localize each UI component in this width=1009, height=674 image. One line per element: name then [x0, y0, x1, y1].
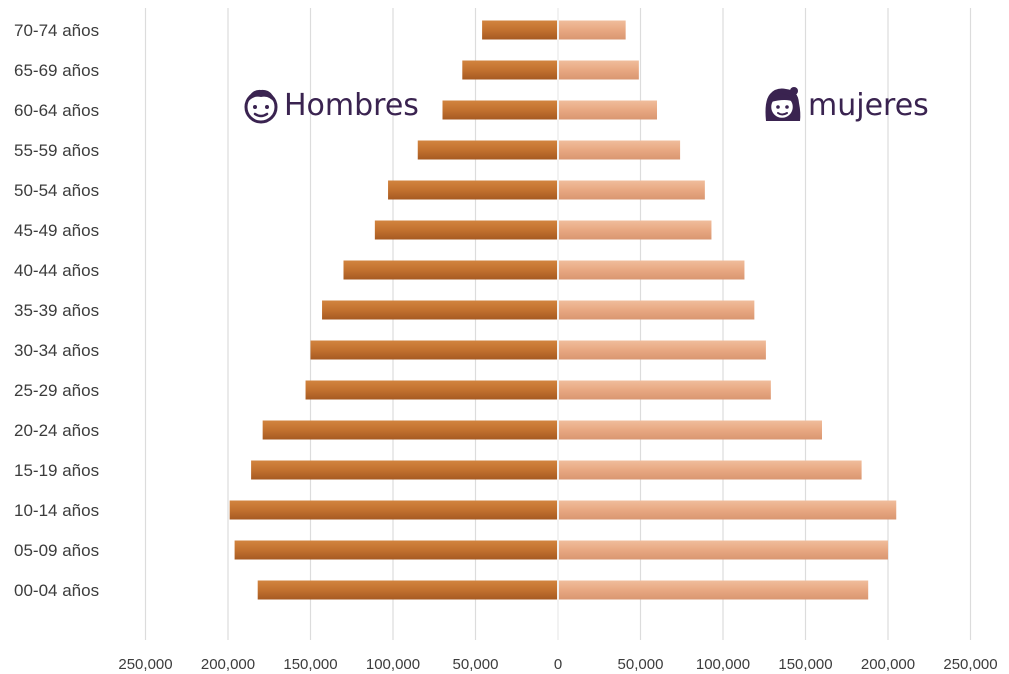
bar-mujeres	[559, 300, 755, 320]
bar-mujeres	[559, 20, 626, 40]
bar-mujeres	[559, 60, 639, 80]
bar-hombres	[442, 100, 557, 120]
category-label: 25-29 años	[14, 381, 99, 400]
bar-mujeres	[559, 100, 657, 120]
bar-hombres	[482, 20, 557, 40]
bar-hombres	[251, 460, 557, 480]
bar-hombres	[310, 340, 557, 360]
girl-face-icon	[765, 87, 801, 121]
category-label: 60-64 años	[14, 101, 99, 120]
x-tick-label: 50,000	[453, 656, 499, 673]
x-tick-label: 250,000	[943, 656, 997, 673]
bar-mujeres	[559, 260, 745, 280]
x-tick-label: 100,000	[366, 656, 420, 673]
bar-mujeres	[559, 460, 862, 480]
category-label: 30-34 años	[14, 341, 99, 360]
x-tick-label: 50,000	[618, 656, 664, 673]
legend-men: Hombres	[242, 85, 419, 125]
x-tick-label: 0	[554, 656, 562, 673]
category-label: 70-74 años	[14, 21, 99, 40]
bar-hombres	[262, 420, 557, 440]
x-tick-label: 100,000	[696, 656, 750, 673]
x-tick-label: 150,000	[283, 656, 337, 673]
bar-hombres	[417, 140, 557, 160]
bar-mujeres	[559, 220, 712, 240]
legend-women-label: mujeres	[808, 87, 929, 123]
bar-mujeres	[559, 180, 705, 200]
category-label: 45-49 años	[14, 221, 99, 240]
bar-mujeres	[559, 580, 869, 600]
bar-hombres	[374, 220, 557, 240]
bar-mujeres	[559, 380, 771, 400]
bar-mujeres	[559, 540, 888, 560]
bar-hombres	[322, 300, 557, 320]
bar-hombres	[234, 540, 557, 560]
category-label: 05-09 años	[14, 541, 99, 560]
legend-men-label: Hombres	[284, 87, 419, 123]
category-label: 65-69 años	[14, 61, 99, 80]
category-label: 35-39 años	[14, 301, 99, 320]
bar-hombres	[343, 260, 557, 280]
bar-hombres	[229, 500, 557, 520]
bar-mujeres	[559, 420, 822, 440]
bar-hombres	[305, 380, 557, 400]
x-tick-label: 200,000	[861, 656, 915, 673]
category-label: 10-14 años	[14, 501, 99, 520]
category-label: 55-59 años	[14, 141, 99, 160]
bar-hombres	[388, 180, 557, 200]
category-label: 40-44 años	[14, 261, 99, 280]
bar-hombres	[462, 60, 557, 80]
category-label: 15-19 años	[14, 461, 99, 480]
bar-mujeres	[559, 140, 681, 160]
category-label: 20-24 años	[14, 421, 99, 440]
x-tick-label: 250,000	[118, 656, 172, 673]
boy-face-icon	[244, 89, 278, 124]
x-tick-label: 150,000	[778, 656, 832, 673]
category-label: 00-04 años	[14, 581, 99, 600]
bar-mujeres	[559, 340, 766, 360]
bar-hombres	[257, 580, 557, 600]
x-tick-label: 200,000	[201, 656, 255, 673]
category-label: 50-54 años	[14, 181, 99, 200]
bar-mujeres	[559, 500, 897, 520]
legend-women: mujeres	[762, 85, 929, 125]
